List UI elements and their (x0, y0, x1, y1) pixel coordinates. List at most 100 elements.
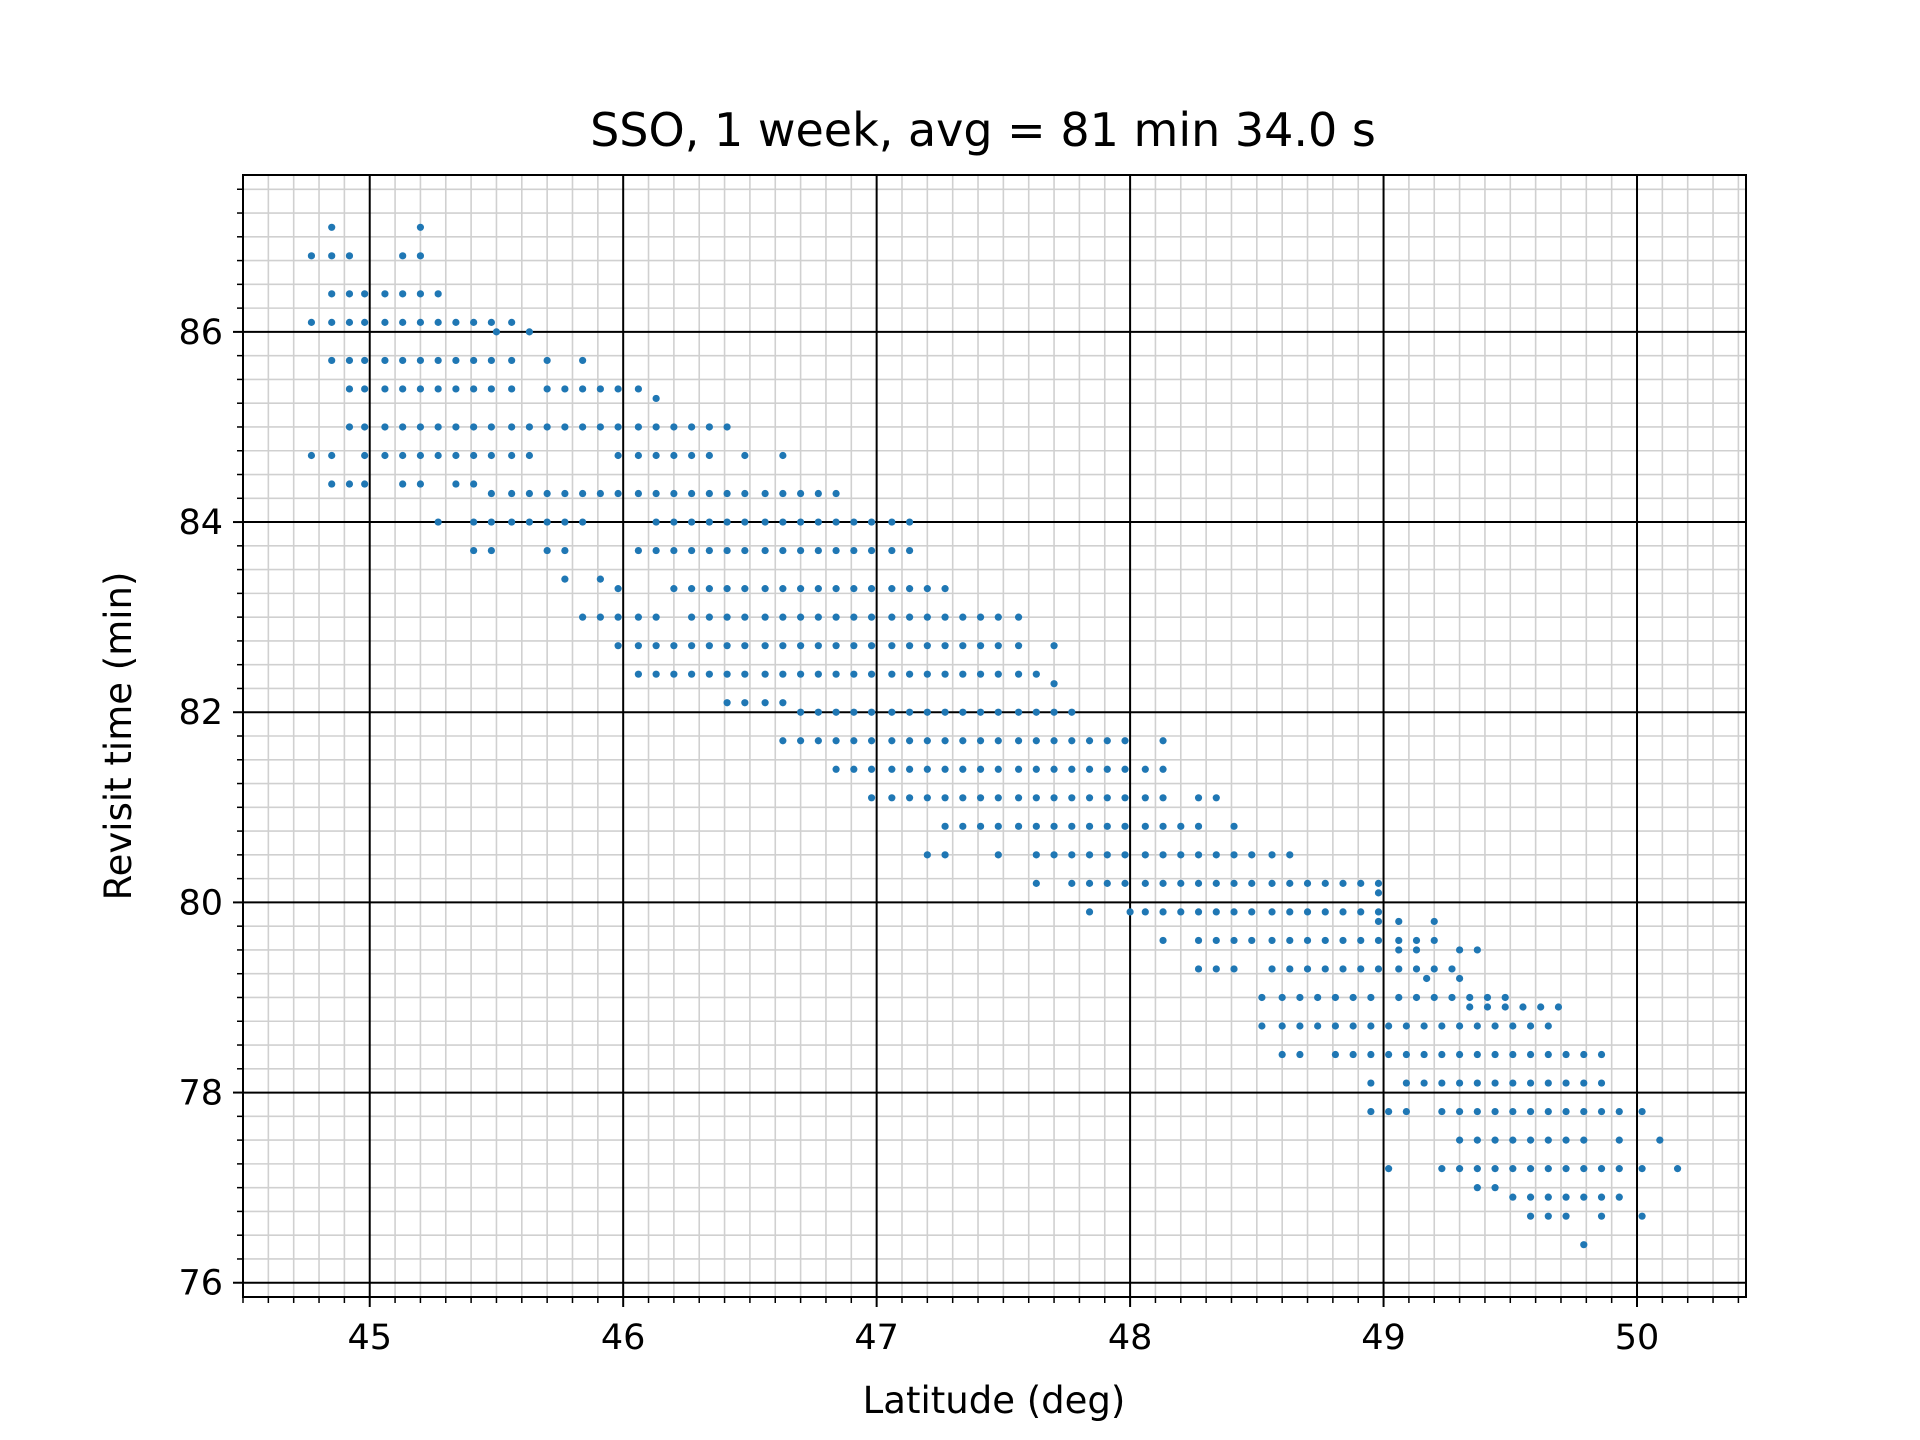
data-point (1526, 1022, 1535, 1030)
data-point (1177, 879, 1185, 887)
data-point (1483, 993, 1492, 1002)
data-point (307, 252, 316, 260)
data-point (688, 642, 696, 650)
data-point (1177, 822, 1185, 830)
data-point (1526, 1212, 1535, 1220)
data-point (452, 480, 460, 488)
data-point (1385, 1050, 1393, 1059)
data-point (1367, 1079, 1375, 1087)
data-point (1103, 879, 1111, 887)
data-point (905, 613, 914, 621)
data-point (923, 737, 931, 745)
data-point (508, 489, 516, 498)
data-point (1402, 1022, 1410, 1030)
data-point (923, 670, 931, 678)
data-point (850, 765, 858, 773)
data-point (705, 451, 713, 460)
data-point (328, 451, 336, 460)
data-point (487, 518, 495, 526)
data-point (1286, 879, 1294, 887)
data-point (1103, 765, 1111, 773)
data-point (1286, 851, 1294, 859)
data-point (1230, 908, 1238, 916)
data-point (1374, 908, 1383, 916)
data-point (1519, 1003, 1527, 1011)
data-point (976, 708, 985, 716)
data-point (416, 356, 425, 365)
data-point (508, 518, 516, 526)
data-point (761, 518, 769, 526)
data-point (1544, 1212, 1552, 1220)
data-point (867, 613, 876, 621)
data-point (470, 385, 478, 393)
data-point (1194, 965, 1203, 973)
data-point (797, 518, 805, 526)
chart-title: SSO, 1 week, avg = 81 min 34.0 s (590, 103, 1376, 157)
data-point (723, 546, 731, 555)
data-point (797, 546, 805, 555)
data-point (941, 642, 949, 650)
data-point (670, 489, 678, 498)
data-point (1580, 1165, 1588, 1173)
data-point (994, 822, 1002, 830)
data-point (1562, 1193, 1570, 1201)
data-point (1438, 1079, 1446, 1087)
data-point (1357, 936, 1365, 945)
data-point (434, 451, 442, 460)
data-point (1194, 879, 1203, 887)
data-point (1050, 642, 1058, 650)
data-point (1430, 917, 1438, 926)
data-point (670, 585, 678, 593)
data-point (381, 290, 389, 298)
data-point (761, 546, 769, 555)
data-point (1638, 1165, 1646, 1173)
data-point (1544, 1079, 1552, 1087)
data-point (888, 613, 896, 621)
data-point (1526, 1107, 1535, 1116)
data-point (688, 489, 696, 498)
data-point (779, 451, 787, 460)
data-point (1050, 680, 1058, 688)
data-point (1473, 1165, 1481, 1173)
data-point (1491, 1184, 1499, 1192)
data-point (1491, 1022, 1499, 1030)
data-point (850, 585, 858, 593)
data-point (652, 423, 660, 431)
data-point (850, 518, 858, 526)
data-point (867, 737, 876, 745)
data-point (888, 518, 896, 526)
data-point (1430, 936, 1438, 945)
data-point (1194, 851, 1203, 859)
data-point (1367, 1050, 1375, 1059)
data-point (1230, 879, 1238, 887)
data-point (1121, 879, 1129, 887)
data-point (1050, 822, 1058, 830)
data-point (561, 489, 569, 498)
data-point (487, 423, 495, 431)
data-point (1455, 1050, 1464, 1059)
data-point (1032, 879, 1040, 887)
x-tick-label: 50 (1615, 1318, 1660, 1358)
data-point (1159, 908, 1167, 916)
data-point (1068, 708, 1076, 716)
data-point (508, 451, 516, 460)
data-point (328, 252, 336, 260)
data-point (779, 737, 787, 745)
data-point (1367, 1022, 1375, 1030)
data-point (1526, 1193, 1535, 1201)
data-point (1278, 993, 1286, 1002)
data-point (705, 423, 713, 431)
data-point (1085, 879, 1094, 887)
data-point (399, 318, 407, 326)
data-point (741, 546, 749, 555)
data-point (525, 451, 534, 460)
data-point (779, 518, 787, 526)
data-point (579, 423, 587, 431)
x-tick-label: 46 (601, 1318, 646, 1358)
data-point (328, 290, 336, 298)
data-point (797, 585, 805, 593)
data-point (1032, 708, 1040, 716)
data-point (867, 518, 876, 526)
data-point (1491, 1136, 1499, 1144)
data-point (1212, 908, 1220, 916)
